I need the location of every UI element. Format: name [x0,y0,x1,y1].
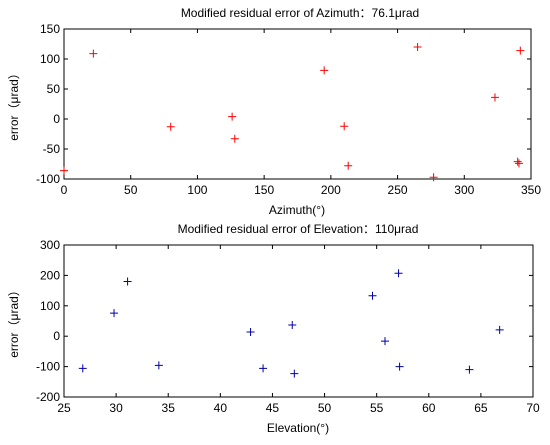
data-point-marker [246,327,255,336]
data-point-marker [394,269,403,278]
data-point-marker [166,122,175,131]
x-tick-label: 35 [162,401,176,415]
x-tick-label: 250 [388,183,408,197]
x-tick-label: 0 [61,183,68,197]
data-point-marker [495,325,504,334]
y-axis-label: error（μrad） [7,67,21,141]
data-point-marker [230,134,239,143]
data-point-marker [368,291,377,300]
x-tick-label: 45 [266,401,280,415]
data-point-marker [344,161,353,170]
x-tick-label: 30 [109,401,123,415]
data-point-marker [89,49,98,58]
y-tick-label: 200 [40,268,60,282]
data-point-marker [78,364,87,373]
x-tick-label: 300 [454,183,474,197]
x-tick-label: 55 [370,401,384,415]
y-tick-label: 300 [40,238,60,252]
plot-area [63,244,534,398]
x-tick-label: 25 [57,401,71,415]
x-tick-label: 60 [422,401,436,415]
x-tick-label: 100 [187,183,207,197]
y-tick-label: -50 [43,142,61,156]
data-point-marker [513,157,522,166]
data-point-marker [429,173,438,182]
y-tick-label: -100 [36,360,60,374]
data-point-marker [395,362,404,371]
data-points [60,43,525,182]
data-point-marker [490,93,499,102]
x-tick-label: 65 [474,401,488,415]
data-point-marker [516,46,525,55]
data-point-marker [514,159,523,168]
axis-ticks: 0 50 100 150 200 250 300 350 -100 -50 0 50 100 150 [36,22,541,197]
x-tick-label: 70 [526,401,540,415]
data-point-marker [320,66,329,75]
data-point-marker [381,337,390,346]
data-point-marker [340,122,349,131]
data-point-marker [123,277,132,286]
data-points [78,269,504,378]
data-point-marker [288,320,297,329]
y-tick-label: 0 [53,112,60,126]
y-tick-label: -200 [36,390,60,404]
data-point-marker [228,112,237,121]
chart-title: Modified residual error of Azimuth：76.1μ… [181,6,419,20]
y-tick-label: 100 [40,52,60,66]
y-tick-label: 150 [40,22,60,36]
data-point-marker [60,166,68,175]
x-axis-label: Azimuth(°) [269,203,325,217]
y-tick-label: 0 [53,329,60,343]
data-point-marker [110,309,119,318]
x-axis-label: Elevation(°) [267,421,329,435]
azimuth-chart: Modified residual error of Azimuth：76.1μ… [7,6,541,217]
y-tick-label: 100 [40,299,60,313]
data-point-marker [465,365,474,374]
x-tick-label: 350 [521,183,541,197]
x-tick-label: 50 [124,183,138,197]
plot-area [63,28,532,180]
x-tick-label: 200 [321,183,341,197]
data-point-marker [413,43,422,51]
y-tick-label: 50 [47,82,61,96]
elevation-chart: Modified residual error of Elevation：110… [7,222,540,435]
x-tick-label: 40 [214,401,228,415]
y-tick-label: -100 [36,172,60,186]
axis-ticks: 25 30 35 40 45 50 55 60 65 70 -200 -100 0 100 200 300 [36,238,540,415]
x-tick-label: 50 [318,401,332,415]
x-tick-label: 150 [254,183,274,197]
chart-title: Modified residual error of Elevation：110… [178,222,419,236]
data-point-marker [259,364,268,373]
data-point-marker [290,369,299,378]
y-axis-label: error（μrad） [7,284,21,358]
data-point-marker [154,361,163,370]
